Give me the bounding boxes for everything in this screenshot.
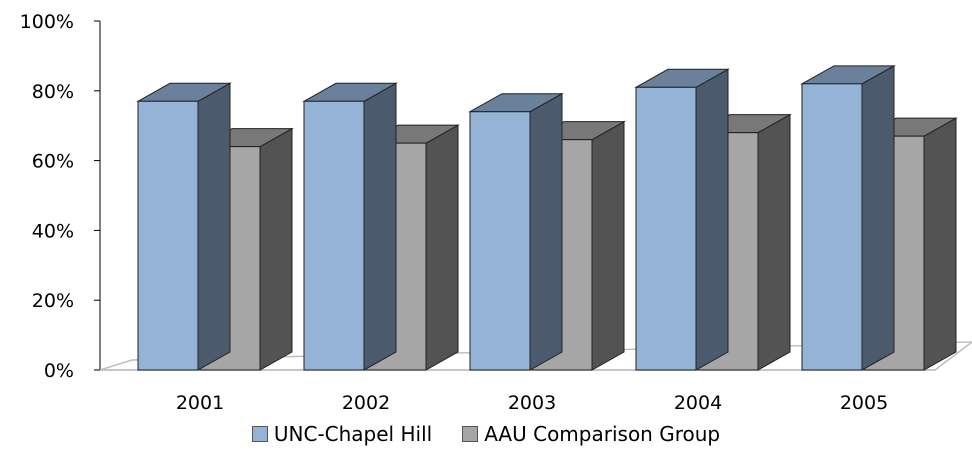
y-tick-label: 100%: [20, 11, 74, 33]
y-tick-label: 40%: [32, 220, 74, 242]
legend-swatch-unc: [251, 426, 268, 442]
legend-item-aau: AAU Comparison Group: [462, 422, 720, 446]
bar-aau-2001-side: [259, 127, 293, 371]
y-tick-label: 0%: [44, 360, 74, 382]
labels: 0% 20% 40% 60% 80% 100% 2001 2002 2003 2004 2005: [20, 11, 889, 414]
y-tick-label: 60%: [32, 151, 74, 173]
bar-unc-2002: [302, 82, 398, 371]
bar-aau-2004-side: [757, 113, 791, 371]
bar-unc-2004-side: [695, 68, 729, 371]
bar-unc-2001-side: [197, 82, 231, 371]
legend-label-aau: AAU Comparison Group: [484, 422, 721, 446]
legend: UNC-Chapel Hill AAU Comparison Group: [0, 422, 972, 446]
bar-unc-2004-front: [635, 86, 697, 371]
bar-unc-2004: [634, 68, 730, 371]
bar-unc-2003: [468, 92, 564, 371]
bar-unc-2002-front: [303, 100, 365, 371]
x-tick-label: 2001: [176, 392, 224, 414]
bar-unc-2003-side: [529, 92, 563, 371]
bar-aau-2005-side: [923, 117, 957, 371]
bar-unc-2005-front: [801, 83, 863, 371]
bar-chart-svg: 0% 20% 40% 60% 80% 100% 2001 2002 2003 2004 2005: [20, 11, 972, 414]
bar-aau-2002-side: [425, 124, 459, 371]
x-tick-label: 2004: [674, 392, 722, 414]
bar-unc-2003-front: [469, 111, 531, 371]
bars: [136, 64, 958, 371]
legend-item-unc: UNC-Chapel Hill: [251, 422, 433, 446]
x-tick-label: 2005: [840, 392, 888, 414]
x-tick-label: 2002: [342, 392, 390, 414]
bar-unc-2001: [136, 82, 232, 371]
legend-swatch-aau: [462, 426, 479, 442]
bar-aau-2003-side: [591, 120, 625, 371]
y-tick-label: 20%: [32, 290, 74, 312]
bar-unc-2005: [800, 64, 896, 371]
y-tick-label: 80%: [32, 81, 74, 103]
x-tick-label: 2003: [508, 392, 556, 414]
bar-unc-2005-side: [861, 64, 895, 371]
bar-unc-2002-side: [363, 82, 397, 371]
bar-unc-2001-front: [137, 100, 199, 371]
legend-label-unc: UNC-Chapel Hill: [273, 422, 433, 446]
